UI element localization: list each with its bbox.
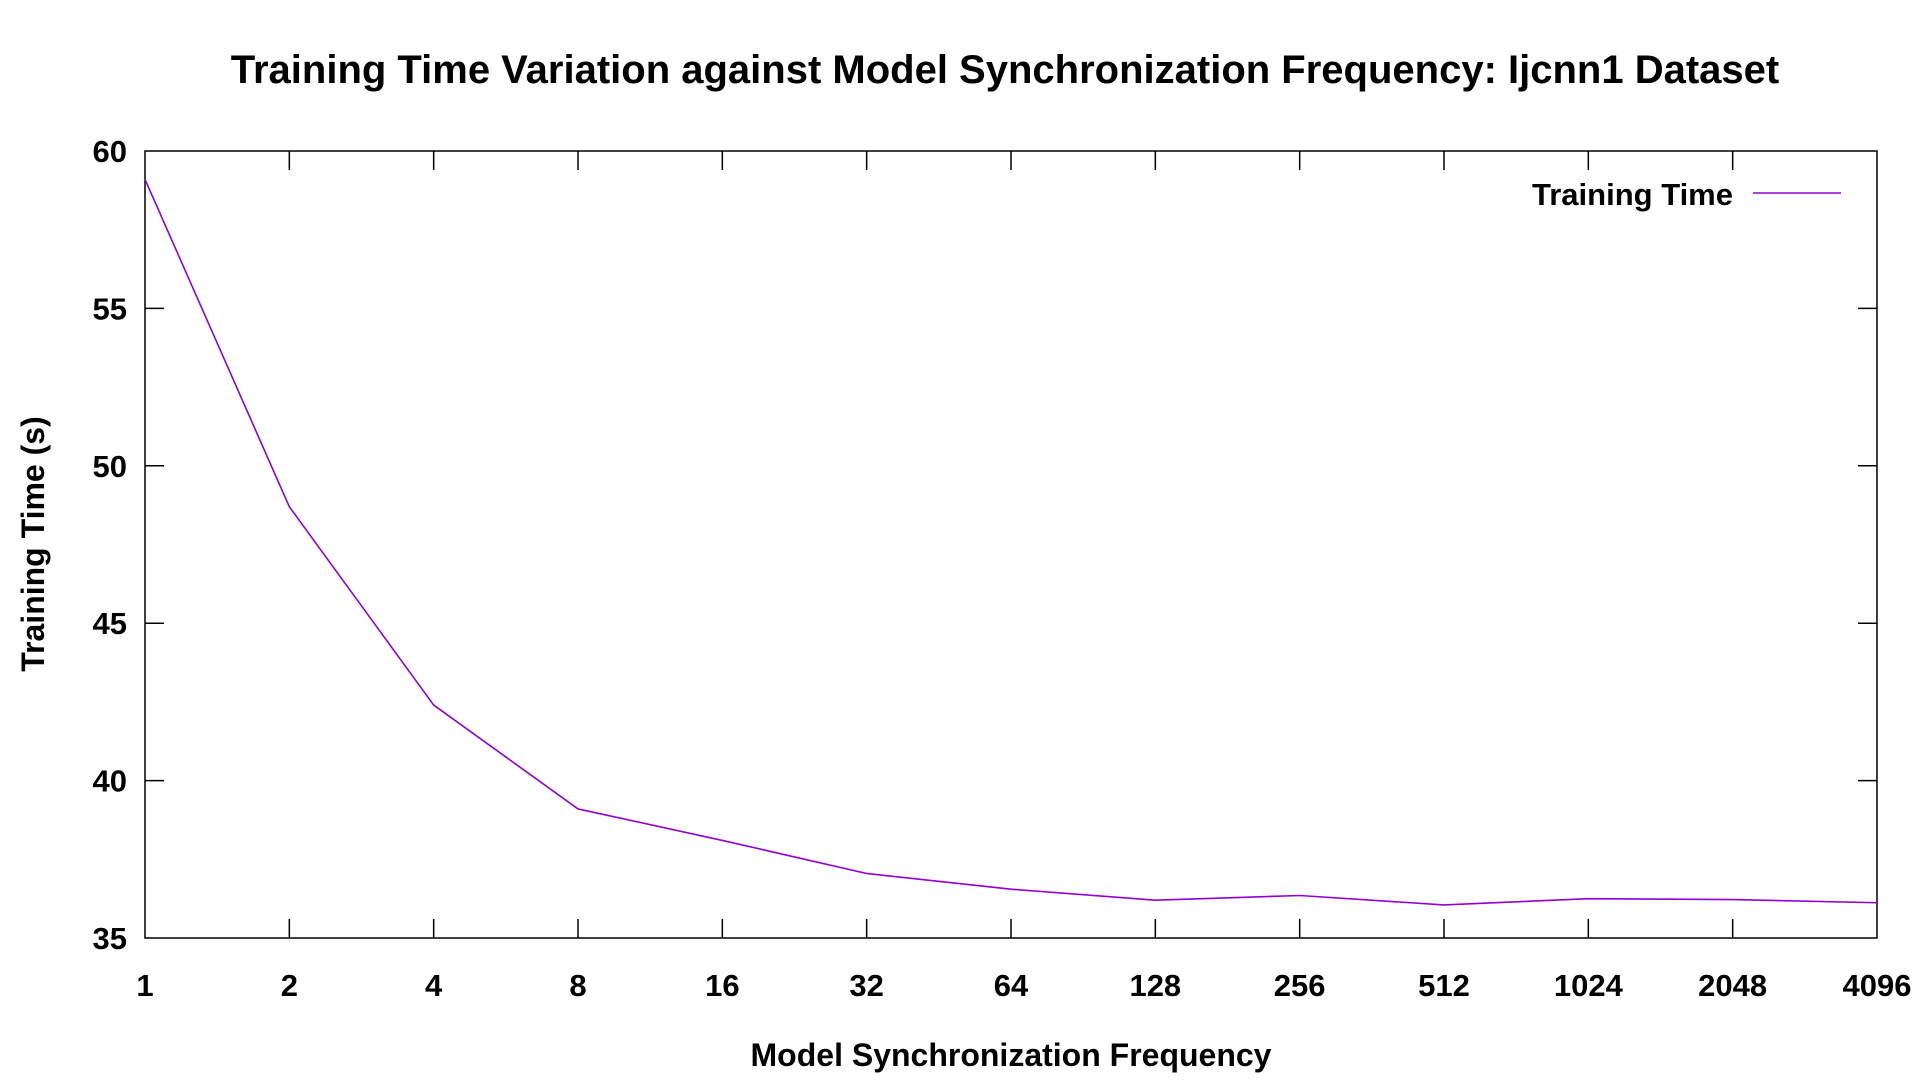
x-tick-label: 4 (425, 968, 443, 1003)
series-line-0 (144, 179, 1878, 906)
x-tick-label: 4096 (1843, 968, 1912, 1003)
x-axis-label: Model Synchronization Frequency (751, 1037, 1272, 1073)
y-tick-label: 60 (93, 134, 127, 169)
x-tick-label: 1 (136, 968, 153, 1003)
y-tick-label: 35 (93, 921, 127, 956)
x-tick-label: 2048 (1698, 968, 1767, 1003)
y-tick-label: 40 (93, 764, 127, 799)
x-tick-label: 1024 (1554, 968, 1624, 1003)
y-tick-label: 45 (93, 606, 127, 641)
x-tick-label: 64 (994, 968, 1029, 1003)
y-tick-label: 55 (93, 291, 127, 326)
y-ticks (145, 307, 1877, 782)
x-tick-label: 512 (1418, 968, 1470, 1003)
legend: Training Time (1532, 177, 1841, 212)
chart-title: Training Time Variation against Model Sy… (231, 48, 1779, 92)
plot-frame (144, 150, 1878, 939)
series-layer (144, 179, 1878, 906)
x-tick-label: 128 (1129, 968, 1181, 1003)
x-tick-labels: 1 2 4 8 16 32 64 128 256 512 1024 2048 4096 (136, 968, 1911, 1003)
x-tick-label: 2 (281, 968, 298, 1003)
x-tick-label: 16 (705, 968, 739, 1003)
x-ticks (288, 151, 1734, 938)
legend-label-training-time: Training Time (1532, 177, 1733, 212)
y-tick-label: 50 (93, 449, 127, 484)
x-tick-label: 8 (569, 968, 586, 1003)
y-axis-label: Training Time (s) (15, 416, 51, 671)
y-tick-labels: 35 40 45 50 55 60 (93, 134, 127, 956)
x-tick-label: 32 (849, 968, 883, 1003)
x-tick-label: 256 (1274, 968, 1326, 1003)
